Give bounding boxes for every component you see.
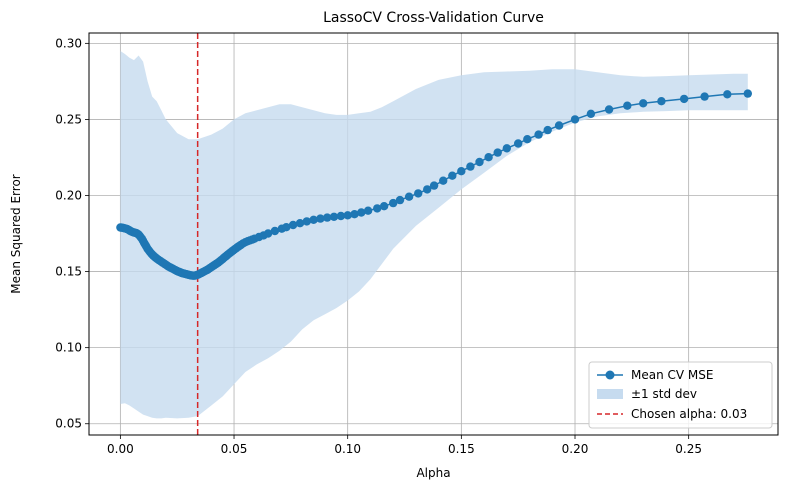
mse-point bbox=[448, 171, 457, 180]
x-axis-label: Alpha bbox=[416, 466, 450, 480]
mse-point bbox=[514, 139, 523, 148]
mse-point bbox=[389, 198, 398, 208]
chart-title: LassoCV Cross-Validation Curve bbox=[323, 10, 544, 26]
mse-point bbox=[679, 94, 689, 104]
mse-point bbox=[373, 204, 382, 213]
legend-label-mean: Mean CV MSE bbox=[631, 368, 713, 382]
x-tick-label: 0.20 bbox=[562, 442, 589, 456]
mse-point bbox=[639, 99, 648, 108]
mse-point bbox=[623, 101, 632, 110]
mse-point bbox=[295, 219, 305, 228]
x-tick-label: 0.15 bbox=[448, 442, 475, 456]
y-tick-label: 0.20 bbox=[55, 189, 82, 203]
mse-point bbox=[343, 211, 352, 220]
mse-point bbox=[350, 210, 359, 219]
mse-point bbox=[429, 181, 439, 190]
x-tick-label: 0.10 bbox=[334, 442, 361, 456]
mse-point bbox=[288, 220, 298, 230]
mse-point bbox=[502, 144, 511, 153]
mse-point bbox=[484, 153, 493, 162]
y-axis-ticks: 0.05 0.10 0.15 0.20 0.25 0.30 bbox=[55, 36, 89, 431]
legend-label-std: ±1 std dev bbox=[631, 387, 697, 401]
x-tick-label: 0.05 bbox=[221, 442, 248, 456]
mse-point bbox=[543, 125, 552, 135]
mse-point bbox=[743, 89, 752, 98]
std-dev-band bbox=[120, 51, 748, 419]
mse-point bbox=[723, 90, 732, 99]
mse-point bbox=[523, 135, 532, 144]
mse-point bbox=[357, 208, 366, 217]
mse-point bbox=[466, 162, 475, 171]
x-tick-label: 0.00 bbox=[107, 442, 134, 456]
y-tick-label: 0.10 bbox=[55, 341, 82, 355]
mse-point bbox=[493, 148, 502, 157]
mse-point bbox=[302, 217, 311, 226]
plot-frame bbox=[88, 32, 779, 436]
mse-point bbox=[657, 97, 666, 106]
mse-point bbox=[282, 223, 291, 232]
y-tick-label: 0.25 bbox=[55, 112, 82, 126]
mse-point bbox=[475, 157, 484, 167]
mse-point bbox=[329, 212, 339, 221]
legend-label-alpha: Chosen alpha: 0.03 bbox=[631, 407, 747, 421]
y-tick-label: 0.15 bbox=[55, 265, 82, 279]
mse-point bbox=[395, 195, 405, 205]
mse-point bbox=[586, 109, 596, 119]
std-band bbox=[120, 51, 748, 419]
legend-band-swatch bbox=[597, 389, 623, 399]
y-axis-label: Mean Squared Error bbox=[9, 174, 23, 294]
mse-point bbox=[439, 176, 448, 185]
mse-point bbox=[316, 214, 325, 223]
mse-point bbox=[457, 167, 466, 176]
x-tick-label: 0.25 bbox=[675, 442, 702, 456]
mse-point bbox=[309, 215, 318, 224]
x-axis-ticks: 0.00 0.05 0.10 0.15 0.20 0.25 bbox=[107, 435, 702, 456]
mse-point bbox=[423, 185, 432, 194]
legend-marker-swatch bbox=[605, 370, 615, 380]
mse-point bbox=[270, 226, 280, 236]
y-tick-label: 0.30 bbox=[55, 36, 82, 50]
mse-point bbox=[379, 202, 389, 211]
mse-point bbox=[363, 206, 373, 215]
mse-markers bbox=[116, 89, 752, 280]
legend-box bbox=[588, 361, 773, 429]
mse-point bbox=[554, 121, 564, 130]
y-tick-label: 0.05 bbox=[55, 417, 82, 431]
mse-point bbox=[263, 229, 273, 238]
mse-point bbox=[604, 105, 614, 114]
mse-point bbox=[534, 130, 543, 139]
mse-point bbox=[404, 192, 414, 201]
mse-point bbox=[336, 211, 346, 221]
mse-point bbox=[323, 213, 332, 222]
mse-point bbox=[700, 92, 709, 101]
mse-point bbox=[414, 189, 423, 198]
mse-point bbox=[570, 115, 580, 124]
legend: Mean CV MSE ±1 std dev Chosen alpha: 0.0… bbox=[588, 361, 773, 429]
